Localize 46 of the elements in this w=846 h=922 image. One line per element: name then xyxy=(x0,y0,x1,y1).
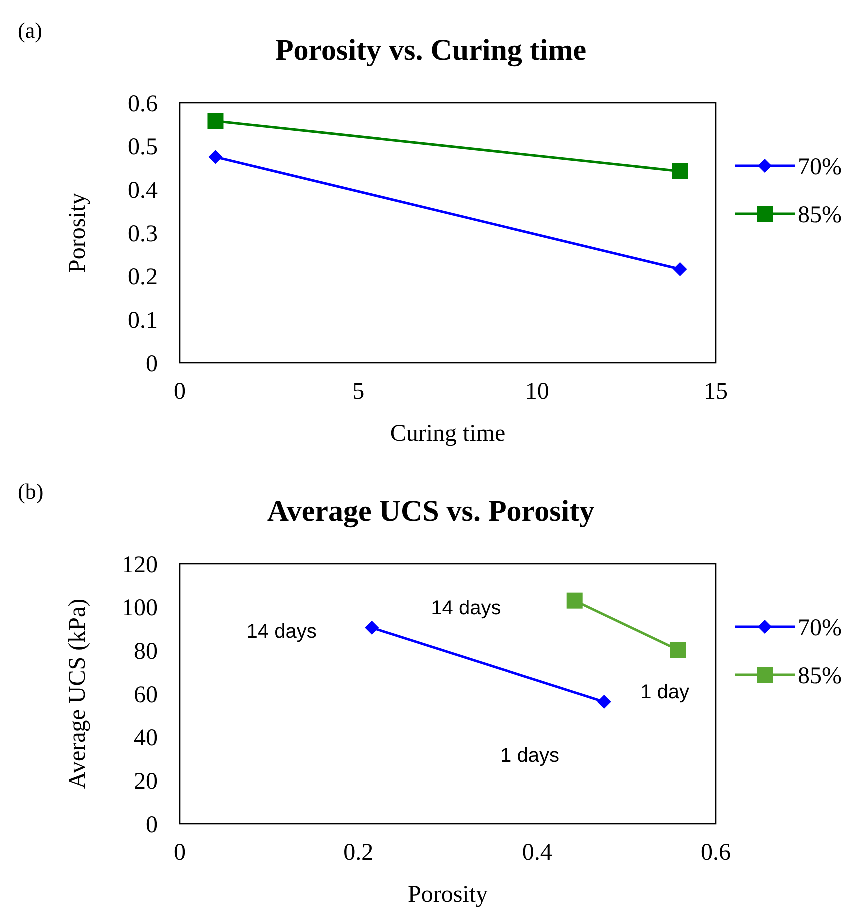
x-tick-label: 0.2 xyxy=(344,840,374,866)
y-tick-label: 80 xyxy=(134,639,158,666)
y-axis-title: Porosity xyxy=(65,192,91,274)
point xyxy=(365,620,380,635)
x-tick-label: 15 xyxy=(704,379,728,405)
y-tick-label: 0 xyxy=(146,812,158,838)
legend-label: 85% xyxy=(798,663,842,690)
text: (b) xyxy=(18,479,44,504)
x-axis-title: Porosity xyxy=(408,882,488,908)
point xyxy=(673,262,688,276)
y-tick-label: 0 xyxy=(146,351,158,378)
y-tick-label: 0.1 xyxy=(128,308,158,334)
point xyxy=(670,642,686,658)
point xyxy=(208,113,224,130)
annotation: 1 days xyxy=(500,744,560,767)
x-tick-label: 0.6 xyxy=(701,840,731,866)
legend-label: 70% xyxy=(798,615,842,642)
x-tick-label: 0 xyxy=(174,379,186,405)
legend-label: 70% xyxy=(798,154,842,180)
y-tick-label: 120 xyxy=(122,552,158,578)
y-tick-label: 20 xyxy=(134,769,158,796)
y-tick-label: 0.4 xyxy=(128,178,158,204)
x-tick-label: 5 xyxy=(352,379,365,405)
annotation: 14 days xyxy=(431,598,502,620)
point xyxy=(208,150,223,164)
y-axis-title: Average UCS (kPa) xyxy=(65,598,91,790)
chart-title: Average UCS vs. Porosity xyxy=(267,495,595,528)
annotation: 14 days xyxy=(246,621,317,644)
y-tick-label: 0.3 xyxy=(128,221,158,248)
chart-title: Porosity vs. Curing time xyxy=(275,34,587,67)
point xyxy=(597,695,612,710)
y-tick-label: 60 xyxy=(134,682,158,708)
annotation: 1 day xyxy=(640,681,690,704)
y-tick-label: 40 xyxy=(134,726,158,752)
y-tick-label: 100 xyxy=(122,596,158,622)
legend-label: 85% xyxy=(798,202,842,228)
y-tick-label: 0.5 xyxy=(128,134,158,161)
x-axis-title: Curing time xyxy=(390,421,506,447)
x-tick-label: 0 xyxy=(174,840,186,866)
text: (a) xyxy=(18,18,42,43)
point xyxy=(672,163,688,180)
y-tick-label: 0.2 xyxy=(128,264,158,291)
x-tick-label: 10 xyxy=(525,379,550,405)
x-tick-label: 0.4 xyxy=(522,840,552,866)
y-tick-label: 0.6 xyxy=(128,91,158,118)
point xyxy=(566,592,583,609)
